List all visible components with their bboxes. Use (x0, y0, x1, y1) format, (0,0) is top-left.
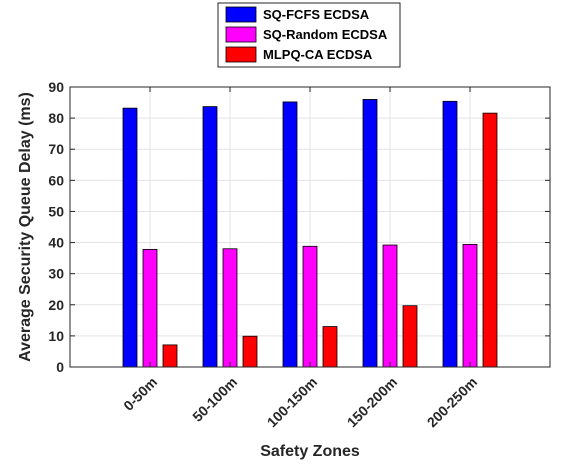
x-tick-label: 100-150m (264, 374, 320, 430)
y-tick-label: 60 (48, 172, 64, 188)
y-tick-label: 50 (48, 203, 64, 219)
bar-sq-random-ecdsa-2 (302, 245, 318, 368)
bar-sq-fcfs-ecdsa-4 (442, 100, 458, 368)
bar-sq-fcfs-ecdsa-0 (122, 107, 138, 368)
x-tick-label: 50-100m (189, 374, 240, 425)
y-tick-label: 70 (48, 141, 64, 157)
y-axis-ticks: 0 10 20 30 40 50 60 70 80 90 (48, 79, 550, 375)
bar-sq-random-ecdsa-4 (462, 244, 478, 368)
legend-swatch (225, 6, 257, 23)
bar-sq-random-ecdsa-3 (382, 244, 398, 368)
bar-sq-fcfs-ecdsa-1 (202, 106, 218, 368)
bar-sq-fcfs-ecdsa-2 (282, 101, 298, 368)
y-tick-label: 0 (56, 359, 64, 375)
legend: SQ-FCFS ECDSA SQ-Random ECDSA MLPQ-CA ECDS… (217, 2, 401, 68)
x-tick-label: 0-50m (120, 374, 160, 414)
bar-sq-random-ecdsa-1 (222, 248, 238, 368)
legend-label: SQ-Random ECDSA (263, 27, 388, 42)
y-tick-label: 80 (48, 110, 64, 126)
y-tick-label: 30 (48, 266, 64, 282)
x-tick-label: 150-200m (344, 374, 400, 430)
y-tick-label: 10 (48, 328, 64, 344)
x-axis-title: Safety Zones (260, 443, 360, 460)
y-tick-label: 90 (48, 79, 64, 95)
legend-swatch (225, 26, 257, 43)
legend-label: SQ-FCFS ECDSA (263, 7, 370, 22)
bar-mlpq-ca-ecdsa-1 (242, 335, 258, 368)
y-tick-label: 20 (48, 297, 64, 313)
bar-mlpq-ca-ecdsa-0 (162, 344, 178, 368)
x-tick-label: 200-250m (424, 374, 480, 430)
bar-sq-fcfs-ecdsa-3 (362, 99, 378, 368)
y-tick-label: 40 (48, 235, 64, 251)
bar-sq-random-ecdsa-0 (142, 248, 158, 368)
y-axis-title: Average Security Queue Delay (ms) (17, 92, 34, 362)
legend-swatch (225, 46, 257, 63)
bars (122, 99, 498, 368)
legend-items: SQ-FCFS ECDSA SQ-Random ECDSA MLPQ-CA ECDS… (225, 6, 388, 63)
bar-mlpq-ca-ecdsa-2 (322, 326, 338, 368)
legend-label: MLPQ-CA ECDSA (263, 47, 373, 62)
bar-mlpq-ca-ecdsa-3 (402, 305, 418, 368)
bar-mlpq-ca-ecdsa-4 (482, 112, 498, 368)
